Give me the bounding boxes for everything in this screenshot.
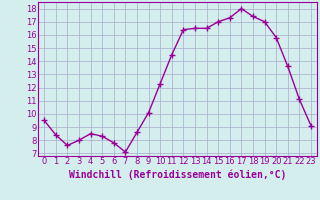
X-axis label: Windchill (Refroidissement éolien,°C): Windchill (Refroidissement éolien,°C)	[69, 169, 286, 180]
